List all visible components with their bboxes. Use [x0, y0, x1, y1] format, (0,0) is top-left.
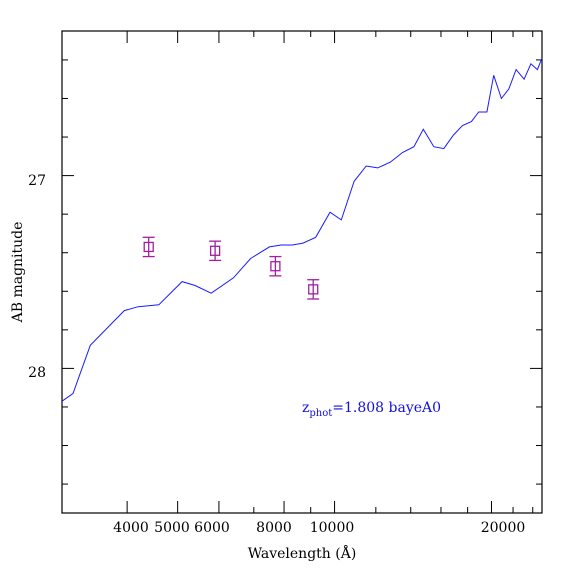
annotation-z: z	[302, 400, 309, 416]
redshift-annotation: zphot=1.808 bayeA0	[302, 400, 441, 419]
y-tick-label-27: 27	[28, 173, 46, 189]
photometry-point-2	[209, 240, 222, 262]
x-tick-label-4000: 4000	[113, 520, 149, 536]
model-spectrum	[61, 57, 543, 402]
x-tick-label-5000: 5000	[154, 520, 190, 536]
x-tick-label-10000: 10000	[310, 520, 355, 536]
y-tick-label-28: 28	[28, 365, 46, 381]
y-axis-title: AB magnitude	[10, 222, 26, 324]
annotation-subscript: phot	[309, 408, 332, 419]
plot-frame	[61, 30, 543, 514]
x-axis-title: Wavelength (Å)	[248, 544, 357, 562]
photometry-points	[142, 236, 320, 300]
photometry-point-3	[269, 255, 282, 277]
x-tick-label-6000: 6000	[194, 520, 230, 536]
y-minor-ticks	[62, 59, 542, 485]
annotation-text: =1.808 bayeA0	[332, 400, 441, 416]
photometry-point-1	[142, 236, 155, 258]
photometry-point-4	[307, 279, 320, 300]
x-tick-label-20000: 20000	[481, 520, 526, 536]
x-minor-ticks	[126, 31, 534, 513]
x-tick-label-8000: 8000	[256, 520, 292, 536]
model-spectrum-line	[61, 57, 543, 402]
